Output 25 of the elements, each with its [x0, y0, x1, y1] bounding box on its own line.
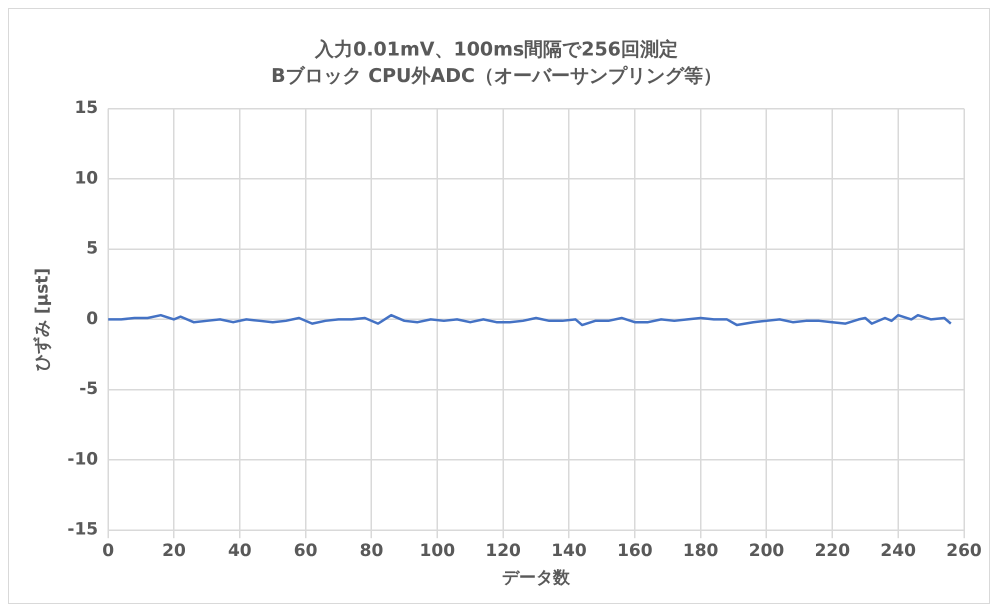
chart-title: 入力0.01mV、100ms間隔で256回測定 — [314, 38, 678, 60]
y-axis-title: ひずみ [μst] — [32, 268, 53, 372]
x-tick-label: 40 — [228, 540, 252, 561]
y-tick-label: 10 — [74, 168, 98, 188]
x-tick-label: 160 — [617, 540, 653, 561]
y-tick-label: 15 — [74, 98, 98, 118]
x-tick-label: 240 — [880, 540, 916, 561]
y-tick-label: -15 — [67, 520, 98, 540]
x-tick-label: 140 — [551, 540, 587, 561]
y-tick-label: 5 — [86, 238, 98, 259]
x-tick-label: 260 — [946, 540, 982, 561]
x-tick-label: 180 — [682, 540, 719, 561]
y-tick-label: 0 — [86, 308, 98, 329]
x-tick-label: 60 — [294, 540, 318, 561]
x-tick-label: 100 — [420, 540, 456, 561]
x-axis-title: データ数 — [502, 568, 572, 588]
x-tick-label: 20 — [162, 540, 186, 561]
x-tick-label: 120 — [485, 540, 522, 561]
x-tick-label: 80 — [360, 540, 384, 561]
x-tick-label: 200 — [748, 540, 784, 561]
y-tick-label: -10 — [67, 449, 98, 470]
x-tick-label: 0 — [102, 540, 114, 561]
y-tick-label: -5 — [79, 379, 98, 400]
x-tick-label: 220 — [814, 540, 850, 561]
chart-subtitle: Bブロック CPU外ADC（オーバーサンプリング等） — [271, 65, 722, 88]
